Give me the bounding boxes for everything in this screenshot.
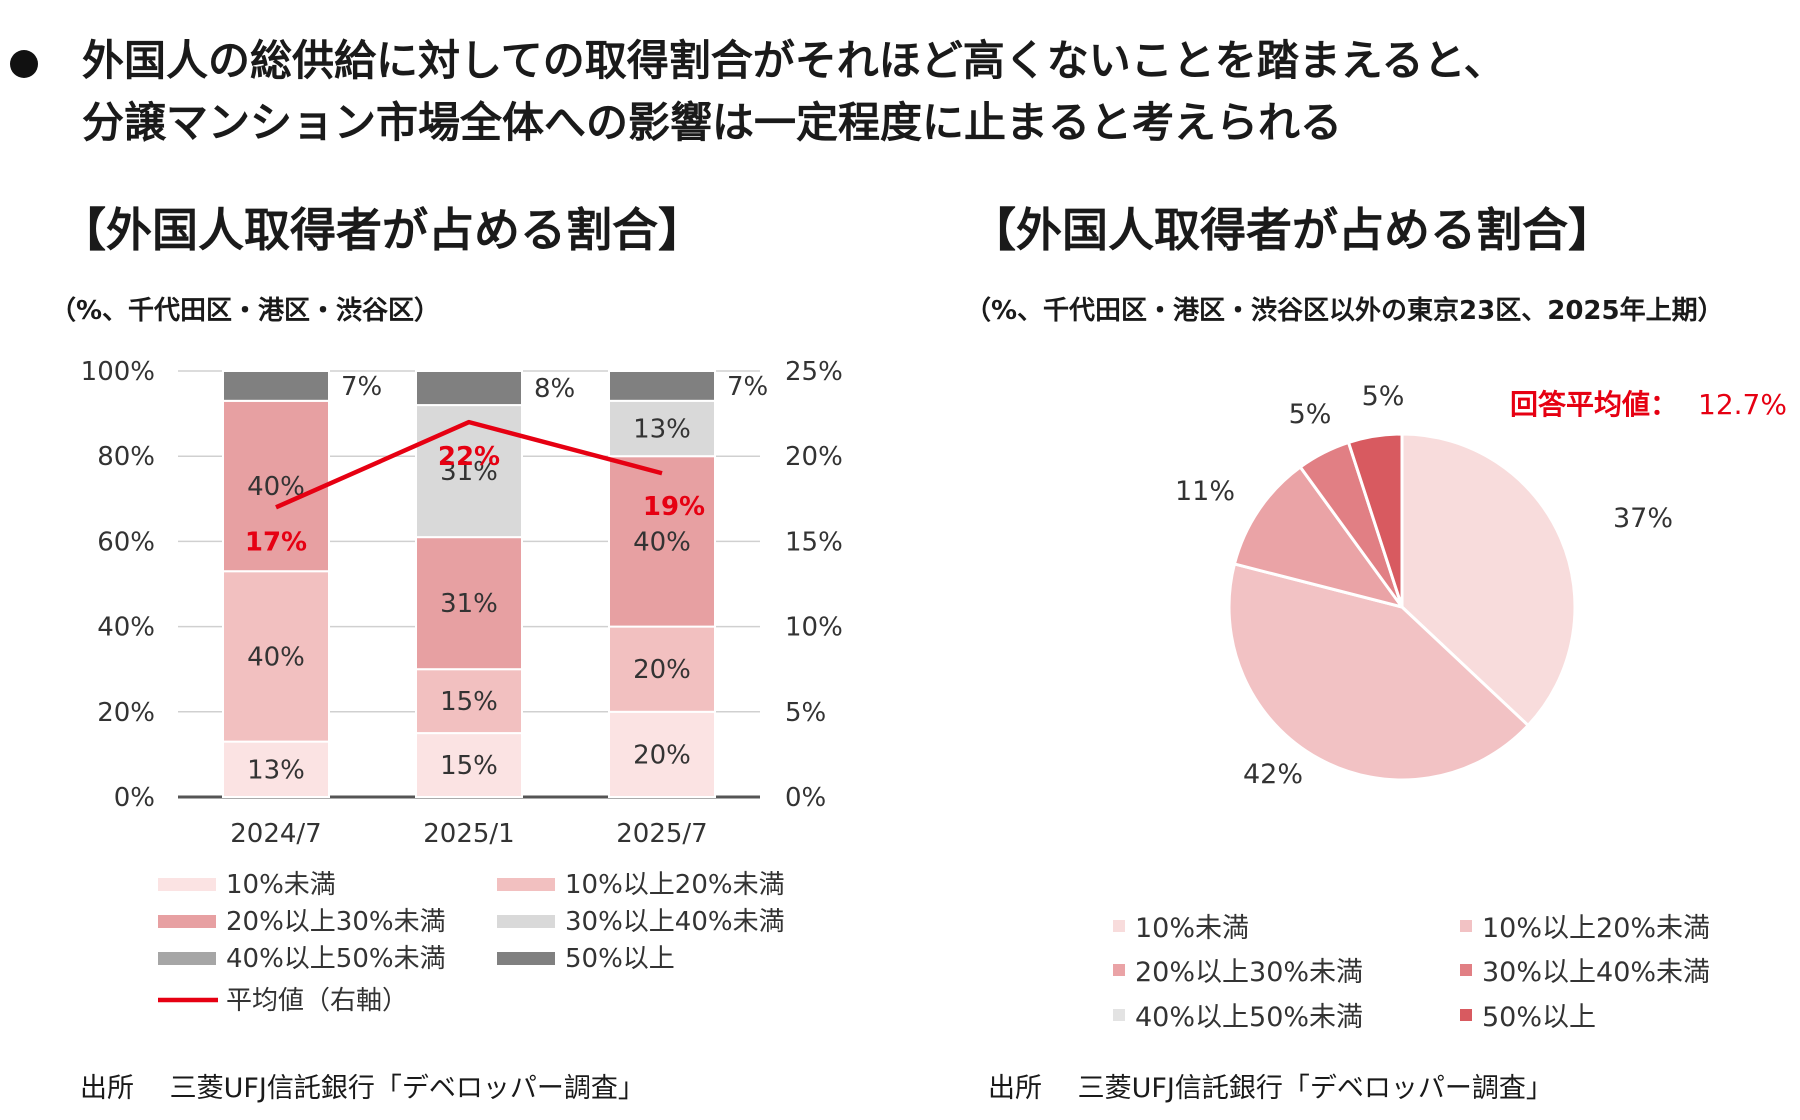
pie-legend-label: 10%以上20%未満 xyxy=(1482,913,1710,944)
bar-chart-average-line: 17% 22% 19% xyxy=(245,419,705,557)
y-right-tick-label: 15% xyxy=(785,527,843,557)
pie-chart-labels: 37% 42% 11% 5% 5% xyxy=(1175,381,1673,790)
pie-data-label: 5% xyxy=(1362,381,1405,412)
right-chart-title: 【外国人取得者が占める割合】 xyxy=(970,203,1614,257)
bar-data-label: 31% xyxy=(440,589,498,619)
bar-data-label: 7% xyxy=(341,372,382,402)
left-chart-title: 【外国人取得者が占める割合】 xyxy=(60,203,704,257)
y-right-tick-label: 10% xyxy=(785,613,843,643)
y-left-tick-label: 100% xyxy=(81,357,155,387)
left-source: 出所 三菱UFJ信託銀行「デベロッパー調査」 xyxy=(80,1073,645,1104)
y-left-tick-label: 60% xyxy=(97,527,155,557)
pie-legend-swatch xyxy=(1113,964,1125,976)
pie-chart-legend: 10%未満 10%以上20%未満 20%以上30%未満 30%以上40%未満 40%以上… xyxy=(1113,913,1710,1033)
legend-label: 30%以上40%未満 xyxy=(565,907,785,937)
pie-legend-label: 10%未満 xyxy=(1135,913,1249,944)
pie-data-label: 5% xyxy=(1289,399,1332,430)
bar-segment xyxy=(608,710,716,798)
bar-data-label: 40% xyxy=(247,642,305,672)
pie-average-label: 回答平均値： xyxy=(1510,388,1678,421)
bar-segment xyxy=(608,625,716,713)
pie-slice xyxy=(1232,464,1406,610)
bar-data-label: 20% xyxy=(633,740,691,770)
pie-legend-swatch xyxy=(1113,920,1125,932)
bullet-icon xyxy=(10,50,38,78)
right-source: 出所 三菱UFJ信託銀行「デベロッパー調査」 xyxy=(988,1073,1553,1104)
bar-chart-legend: 10%未満 10%以上20%未満 20%以上30%未満 30%以上40%未満 40%以上… xyxy=(158,870,785,1016)
bar-data-label: 13% xyxy=(247,755,305,785)
pie-data-label: 11% xyxy=(1175,476,1235,507)
bar-segment xyxy=(222,740,330,798)
average-line xyxy=(275,419,663,510)
legend-label: 20%以上30%未満 xyxy=(226,907,446,937)
pie-legend-swatch xyxy=(1460,920,1472,932)
y-left-tick-label: 0% xyxy=(114,783,155,813)
bar-segment xyxy=(415,404,523,539)
legend-label: 40%以上50%未満 xyxy=(226,944,446,974)
legend-label: 平均値（右軸） xyxy=(226,986,408,1016)
pie-chart-slices xyxy=(1227,432,1577,782)
legend-swatch xyxy=(158,878,216,891)
bar-chart-bars: 13%40%40%7%15%15%31%31%8%20%20%40%13%7% xyxy=(222,370,768,798)
average-data-label: 22% xyxy=(438,442,500,472)
bar-data-label: 15% xyxy=(440,751,498,781)
x-tick-label: 2024/7 xyxy=(230,819,321,849)
left-chart-subtitle: （%、千代田区・港区・渋谷区） xyxy=(50,296,441,326)
y-left-tick-label: 40% xyxy=(97,613,155,643)
bar-data-label: 13% xyxy=(633,415,691,445)
headline-line-2: 分譲マンション市場全体への影響は一定程度に止まると考えられる xyxy=(82,98,1343,147)
right-chart-subtitle: （%、千代田区・港区・渋谷区以外の東京23区、2025年上期） xyxy=(965,296,1724,326)
legend-label: 10%以上20%未満 xyxy=(565,870,785,900)
pie-legend-label: 50%以上 xyxy=(1482,1002,1596,1033)
y-left-tick-label: 20% xyxy=(97,698,155,728)
legend-swatch xyxy=(497,952,555,965)
pie-slice xyxy=(1227,562,1531,782)
x-tick-label: 2025/7 xyxy=(616,819,707,849)
pie-slice xyxy=(1400,432,1577,728)
bar-data-label: 8% xyxy=(534,374,575,404)
bar-data-label: 31% xyxy=(440,457,498,487)
legend-label: 10%未満 xyxy=(226,870,336,900)
y-right-tick-label: 5% xyxy=(785,698,826,728)
average-data-label: 17% xyxy=(245,527,307,557)
pie-legend-swatch xyxy=(1460,1009,1472,1021)
legend-swatch xyxy=(497,915,555,928)
y-right-tick-label: 0% xyxy=(785,783,826,813)
pie-legend-label: 30%以上40%未満 xyxy=(1482,957,1710,988)
bar-segment xyxy=(608,455,716,628)
y-right-tick-label: 25% xyxy=(785,357,843,387)
pie-data-label: 42% xyxy=(1243,759,1303,790)
bar-segment xyxy=(608,399,716,458)
pie-legend-label: 20%以上30%未満 xyxy=(1135,957,1363,988)
bar-chart-axes: 0% 20% 40% 60% 80% 100% 0% 5% 10% 15% 20% 25% 2024/7… xyxy=(81,357,843,849)
bar-segment xyxy=(415,370,523,407)
legend-swatch xyxy=(497,878,555,891)
bar-data-label: 40% xyxy=(633,527,691,557)
pie-legend-swatch xyxy=(1113,1009,1125,1021)
pie-data-label: 37% xyxy=(1613,503,1673,534)
headline-line-1: 外国人の総供給に対しての取得割合がそれほど高くないことを踏まえると、 xyxy=(82,36,1506,85)
bar-data-label: 20% xyxy=(633,655,691,685)
pie-legend-swatch xyxy=(1460,964,1472,976)
x-tick-label: 2025/1 xyxy=(423,819,514,849)
average-data-label: 19% xyxy=(643,492,705,522)
legend-label: 50%以上 xyxy=(565,944,675,974)
y-right-tick-label: 20% xyxy=(785,442,843,472)
bar-segment xyxy=(222,570,330,743)
pie-legend-label: 40%以上50%未満 xyxy=(1135,1002,1363,1033)
bar-data-label: 7% xyxy=(727,372,768,402)
y-left-tick-label: 80% xyxy=(97,442,155,472)
pie-average-value: 12.7% xyxy=(1698,388,1787,421)
legend-swatch xyxy=(158,952,216,965)
headline-text: 外国人の総供給に対しての取得割合がそれほど高くないことを踏まえると、 分譲マンシ… xyxy=(82,30,1792,154)
pie-slice xyxy=(1346,432,1404,608)
bar-data-label: 15% xyxy=(440,687,498,717)
bar-segment xyxy=(608,370,716,402)
bar-segment xyxy=(222,370,330,402)
legend-swatch xyxy=(158,915,216,928)
